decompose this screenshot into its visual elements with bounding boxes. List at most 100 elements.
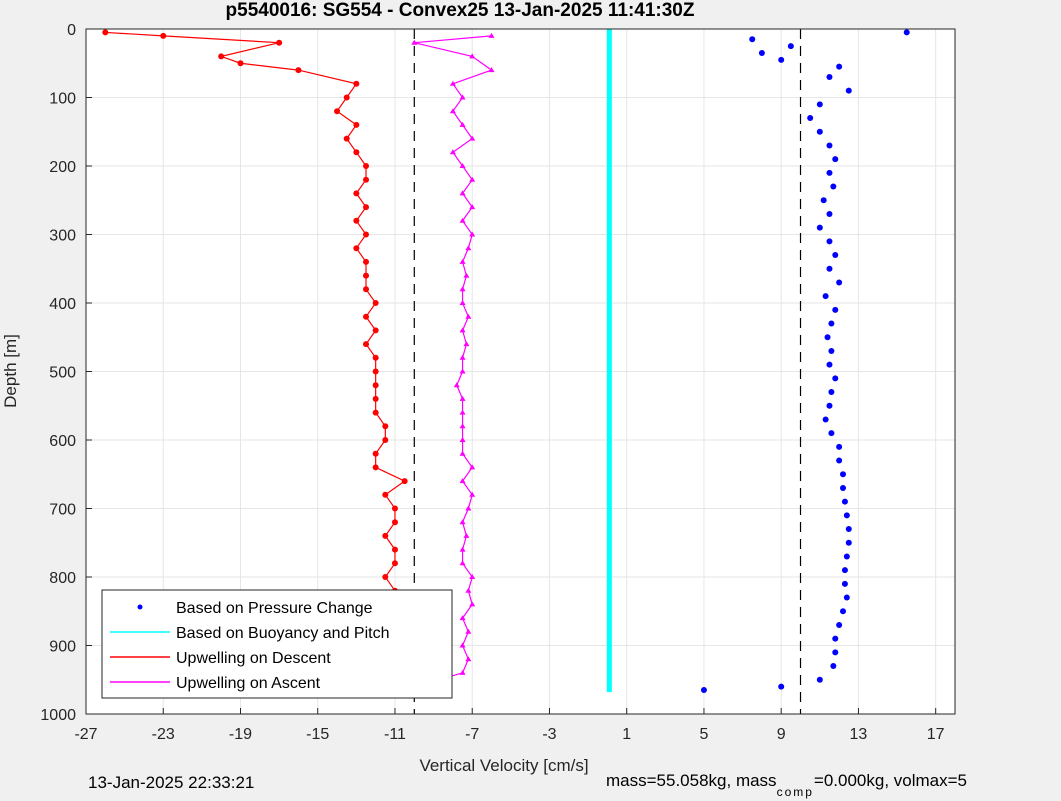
data-point [836, 443, 843, 450]
data-point [363, 272, 370, 279]
data-point [465, 313, 472, 319]
data-point [102, 29, 109, 36]
data-point [391, 519, 398, 526]
x-tick-label: 17 [927, 726, 945, 743]
data-point [459, 450, 466, 456]
data-point [372, 368, 379, 375]
data-point [469, 176, 476, 182]
data-point [382, 574, 389, 580]
x-tick-label: -23 [152, 726, 175, 743]
legend-box [101, 589, 453, 699]
data-point [353, 245, 360, 252]
y-tick-label: 300 [49, 228, 76, 245]
y-tick-label: 500 [49, 365, 76, 382]
data-point [839, 471, 846, 478]
data-point [830, 663, 837, 670]
data-point [459, 478, 466, 484]
data-point [787, 43, 794, 50]
data-point [826, 265, 833, 272]
data-point [372, 395, 379, 402]
data-point [363, 176, 370, 183]
data-point [343, 94, 350, 101]
data-point [459, 327, 466, 333]
data-point [363, 163, 370, 169]
data-point [469, 53, 476, 59]
data-point [836, 621, 843, 628]
x-axis-label: Vertical Velocity [cm/s] [419, 756, 588, 775]
data-point [449, 149, 456, 155]
data-point [459, 121, 466, 127]
data-point [488, 32, 495, 38]
data-point [839, 608, 846, 615]
data-point [372, 327, 379, 334]
data-point [832, 635, 839, 642]
data-point [843, 553, 850, 560]
data-point [459, 409, 466, 415]
data-point [469, 601, 476, 607]
data-point [372, 464, 379, 471]
data-point [459, 519, 466, 525]
data-point [459, 546, 466, 552]
data-point [816, 224, 823, 231]
data-point [353, 217, 360, 224]
y-tick-label: 900 [49, 639, 76, 656]
data-point [372, 300, 379, 306]
data-point [276, 39, 283, 46]
data-point [372, 409, 379, 416]
data-point [411, 39, 418, 45]
data-point [778, 683, 785, 690]
data-point [459, 615, 466, 621]
x-axis: -27 -23 -19 -15 -11 -7 -3 1 5 9 13 17 [74, 708, 945, 743]
data-point [469, 491, 476, 497]
data-point [826, 169, 833, 176]
data-point [807, 115, 814, 122]
data-point [826, 361, 833, 368]
series-line [105, 31, 406, 691]
data-point [363, 286, 370, 293]
data-point [391, 546, 398, 553]
data-point [160, 32, 167, 39]
data-point [826, 210, 833, 217]
data-point [463, 341, 470, 347]
data-point [843, 512, 850, 519]
footer-timestamp: 13-Jan-2025 22:33:21 [88, 773, 255, 792]
data-point [459, 354, 466, 360]
data-point [453, 382, 460, 388]
data-point [469, 231, 476, 237]
legend-label: Based on Buoyancy and Pitch [176, 625, 389, 642]
data-point [816, 128, 823, 135]
legend-label: Upwelling on Ascent [176, 675, 321, 692]
data-point [832, 156, 839, 163]
data-point [832, 306, 839, 313]
data-point [459, 163, 466, 168]
data-point [459, 423, 466, 429]
y-tick-label: 200 [49, 159, 76, 176]
data-point [832, 375, 839, 382]
data-point [218, 53, 225, 60]
legend-item: Based on Pressure Change [137, 600, 373, 617]
y-tick-label: 600 [49, 433, 76, 450]
data-point [353, 149, 360, 156]
data-point [841, 498, 848, 505]
data-point [845, 87, 852, 94]
data-point [816, 676, 823, 683]
data-point [459, 395, 466, 401]
data-point [449, 80, 456, 86]
data-point [382, 491, 389, 498]
data-point [459, 300, 466, 305]
series-based-on-pressure-change [700, 29, 910, 694]
x-tick-label: 5 [700, 726, 709, 743]
data-point [822, 293, 829, 300]
y-tick-label: 1000 [40, 707, 76, 724]
data-point [459, 642, 466, 648]
data-point [353, 190, 360, 197]
y-tick-label: 100 [49, 91, 76, 108]
data-point [700, 687, 707, 694]
legend-item: Upwelling on Ascent [110, 675, 321, 692]
data-point [459, 437, 466, 442]
data-point [465, 587, 472, 593]
data-point [828, 347, 835, 354]
data-point [295, 67, 302, 74]
data-point [845, 526, 852, 533]
